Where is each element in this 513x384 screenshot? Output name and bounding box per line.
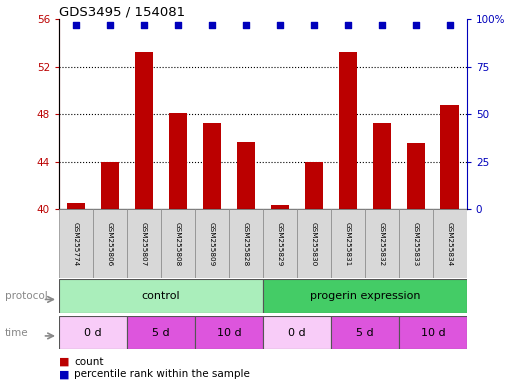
Text: GSM255806: GSM255806 — [107, 222, 113, 266]
Point — [378, 22, 386, 28]
Bar — [433, 209, 467, 278]
Point — [446, 22, 454, 28]
Text: control: control — [142, 291, 180, 301]
Text: time: time — [5, 328, 29, 338]
Bar — [127, 316, 195, 349]
Bar — [270, 205, 289, 209]
Text: GSM255807: GSM255807 — [141, 222, 147, 266]
Bar — [59, 279, 263, 313]
Text: ■: ■ — [59, 357, 69, 367]
Bar — [229, 209, 263, 278]
Point — [72, 22, 80, 28]
Point — [412, 22, 420, 28]
Point — [344, 22, 352, 28]
Bar — [399, 209, 433, 278]
Text: GSM255828: GSM255828 — [243, 222, 249, 266]
Bar — [305, 162, 323, 209]
Bar — [263, 209, 297, 278]
Text: GSM255831: GSM255831 — [345, 222, 351, 266]
Bar — [195, 316, 263, 349]
Text: percentile rank within the sample: percentile rank within the sample — [74, 369, 250, 379]
Bar — [67, 204, 85, 209]
Point — [310, 22, 318, 28]
Text: GSM255774: GSM255774 — [73, 222, 79, 266]
Bar — [331, 316, 399, 349]
Bar — [406, 143, 425, 209]
Bar — [339, 53, 357, 209]
Bar — [93, 209, 127, 278]
Text: 10 d: 10 d — [216, 328, 241, 338]
Bar — [127, 209, 161, 278]
Bar — [101, 162, 120, 209]
Point — [140, 22, 148, 28]
Text: 5 d: 5 d — [152, 328, 170, 338]
Text: GSM255829: GSM255829 — [277, 222, 283, 266]
Text: count: count — [74, 357, 104, 367]
Text: 5 d: 5 d — [356, 328, 373, 338]
Bar — [365, 209, 399, 278]
Bar — [399, 316, 467, 349]
Text: GDS3495 / 154081: GDS3495 / 154081 — [59, 5, 185, 18]
Text: GSM255808: GSM255808 — [175, 222, 181, 266]
Text: protocol: protocol — [5, 291, 48, 301]
Bar — [59, 209, 93, 278]
Text: GSM255832: GSM255832 — [379, 222, 385, 266]
Point — [208, 22, 216, 28]
Text: GSM255834: GSM255834 — [447, 222, 453, 266]
Point — [174, 22, 182, 28]
Text: 10 d: 10 d — [421, 328, 445, 338]
Bar — [195, 209, 229, 278]
Bar — [161, 209, 195, 278]
Bar — [331, 209, 365, 278]
Bar — [263, 316, 331, 349]
Text: ■: ■ — [59, 369, 69, 379]
Bar — [236, 142, 255, 209]
Bar — [441, 105, 459, 209]
Text: GSM255809: GSM255809 — [209, 222, 215, 266]
Point — [106, 22, 114, 28]
Bar — [203, 122, 221, 209]
Bar — [169, 113, 187, 209]
Bar — [134, 53, 153, 209]
Point — [242, 22, 250, 28]
Bar — [372, 122, 391, 209]
Text: 0 d: 0 d — [288, 328, 306, 338]
Point — [276, 22, 284, 28]
Text: progerin expression: progerin expression — [310, 291, 420, 301]
Text: GSM255830: GSM255830 — [311, 222, 317, 266]
Text: 0 d: 0 d — [84, 328, 102, 338]
Bar — [59, 316, 127, 349]
Bar — [263, 279, 467, 313]
Bar — [297, 209, 331, 278]
Text: GSM255833: GSM255833 — [413, 222, 419, 266]
